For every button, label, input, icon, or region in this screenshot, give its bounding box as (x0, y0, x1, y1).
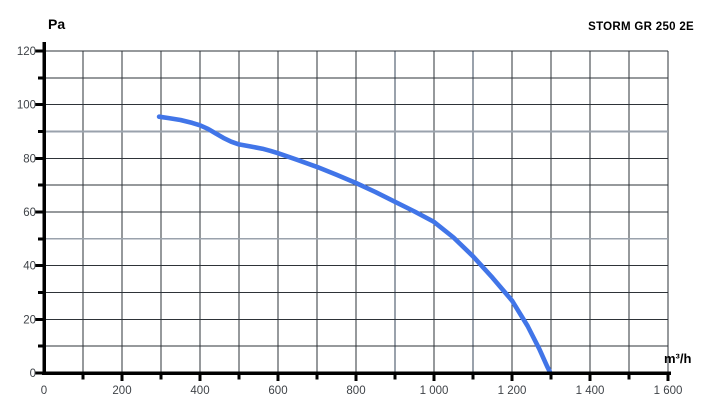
y-tick (35, 317, 43, 321)
y-tick-label: 100 (17, 100, 36, 112)
y-tick (37, 237, 43, 241)
x-tick-label: 1 400 (576, 385, 605, 397)
y-tick-label: 60 (23, 207, 36, 219)
x-tick-label: 1 600 (654, 385, 683, 397)
y-tick-label: 120 (17, 46, 36, 58)
chart-title: STORM GR 250 2E (588, 21, 694, 33)
y-tick (37, 183, 43, 187)
y-tick (35, 103, 43, 107)
y-tick (35, 210, 43, 214)
x-tick (549, 374, 553, 380)
y-tick-label: 20 (23, 314, 36, 326)
x-tick (237, 374, 241, 380)
x-tick-label: 400 (190, 385, 209, 397)
tick-marks (35, 49, 670, 381)
y-tick-label: 0 (30, 368, 36, 380)
x-tick (81, 374, 85, 380)
axes (42, 42, 671, 375)
x-axis-unit-label: m³/h (664, 351, 692, 366)
x-tick (198, 374, 202, 381)
series-group (156, 114, 553, 374)
x-tick (354, 374, 358, 381)
y-tick (37, 130, 43, 133)
x-tick (393, 374, 397, 380)
x-tick (315, 374, 319, 380)
x-tick-label: 800 (346, 385, 365, 397)
x-tick-label: 600 (268, 385, 287, 397)
y-tick (35, 264, 43, 268)
x-tick (159, 374, 163, 380)
pressure-curve (156, 114, 553, 374)
y-axis-unit-label: Pa (48, 16, 66, 32)
y-tick (37, 344, 43, 348)
y-tick (37, 76, 43, 80)
x-tick (588, 374, 592, 381)
x-tick (627, 374, 631, 380)
x-tick (510, 374, 514, 381)
y-tick (37, 291, 43, 294)
x-tick (471, 374, 475, 380)
y-tick (35, 156, 43, 160)
x-tick-label: 0 (41, 385, 47, 397)
x-tick-label: 1 200 (498, 385, 527, 397)
x-tick (432, 374, 436, 381)
x-tick (666, 374, 670, 381)
x-tick (276, 374, 280, 381)
y-tick-label: 40 (23, 261, 36, 273)
gridlines (44, 50, 669, 373)
y-tick (35, 371, 43, 375)
tick-labels: 0 20 40 60 80 100 120 0 200 400 600 800 1 000 1 200 1 … (17, 46, 683, 397)
x-tick-label: 200 (112, 385, 131, 397)
y-tick-label: 80 (23, 153, 36, 165)
x-tick-label: 1 000 (420, 385, 449, 397)
y-tick (35, 49, 43, 53)
x-tick (120, 374, 124, 381)
